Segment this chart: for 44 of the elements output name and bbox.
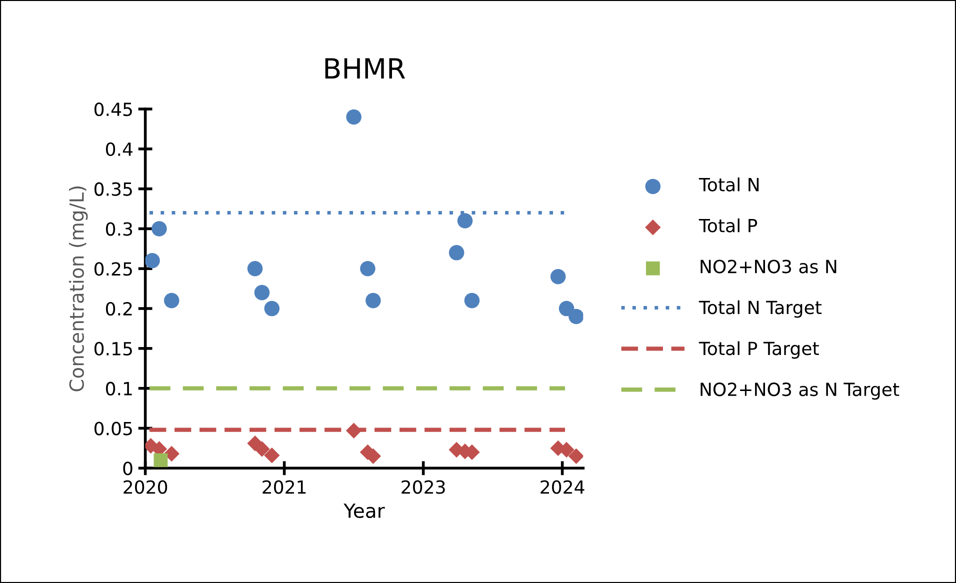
point bbox=[254, 284, 270, 300]
point bbox=[346, 109, 362, 125]
point bbox=[164, 292, 180, 308]
y-tick-label: 0.05 bbox=[94, 422, 132, 436]
point bbox=[568, 448, 584, 464]
point bbox=[254, 441, 270, 457]
point bbox=[448, 245, 464, 260]
point bbox=[366, 292, 381, 308]
point bbox=[154, 453, 168, 468]
x-tick-label: 2020 bbox=[124, 480, 168, 494]
x-tick-label: 2023 bbox=[402, 480, 445, 494]
point bbox=[164, 446, 180, 462]
chart-title: BHMR bbox=[325, 58, 406, 78]
y-tick-label: 0 bbox=[123, 462, 132, 476]
legend-label: Total N Target bbox=[698, 300, 822, 318]
point bbox=[247, 260, 263, 276]
legend-label: Total N bbox=[698, 177, 759, 192]
legend-label: NO2+NO3 as N bbox=[700, 260, 836, 274]
y-tick-label: 0.4 bbox=[106, 142, 132, 156]
point bbox=[558, 300, 574, 316]
point bbox=[264, 300, 280, 316]
point bbox=[264, 448, 280, 464]
y-tick-label: 0.3 bbox=[106, 222, 132, 236]
y-tick-label: 0.35 bbox=[94, 182, 132, 196]
point bbox=[360, 260, 376, 276]
legend-label: Total P bbox=[698, 218, 758, 232]
point bbox=[464, 292, 480, 308]
point bbox=[568, 308, 584, 324]
y-tick-label: 0.1 bbox=[106, 382, 132, 396]
y-tick-label: 0.25 bbox=[94, 262, 132, 276]
point bbox=[550, 268, 566, 284]
y-axis-title: Concentration (mg/L) bbox=[68, 186, 88, 392]
point bbox=[346, 422, 362, 438]
point bbox=[145, 253, 160, 268]
point bbox=[457, 213, 473, 228]
y-tick-label: 0.45 bbox=[94, 102, 132, 116]
x-axis-title: Year bbox=[344, 504, 385, 518]
point bbox=[152, 221, 167, 236]
legend-label: NO2+NO3 as N Target bbox=[700, 382, 900, 400]
y-tick-label: 0.2 bbox=[106, 302, 132, 316]
x-tick-label: 2024 bbox=[540, 480, 584, 494]
legend-label: Total P Target bbox=[698, 341, 819, 359]
y-tick-label: 0.15 bbox=[94, 342, 132, 356]
x-tick-label: 2021 bbox=[262, 480, 306, 494]
